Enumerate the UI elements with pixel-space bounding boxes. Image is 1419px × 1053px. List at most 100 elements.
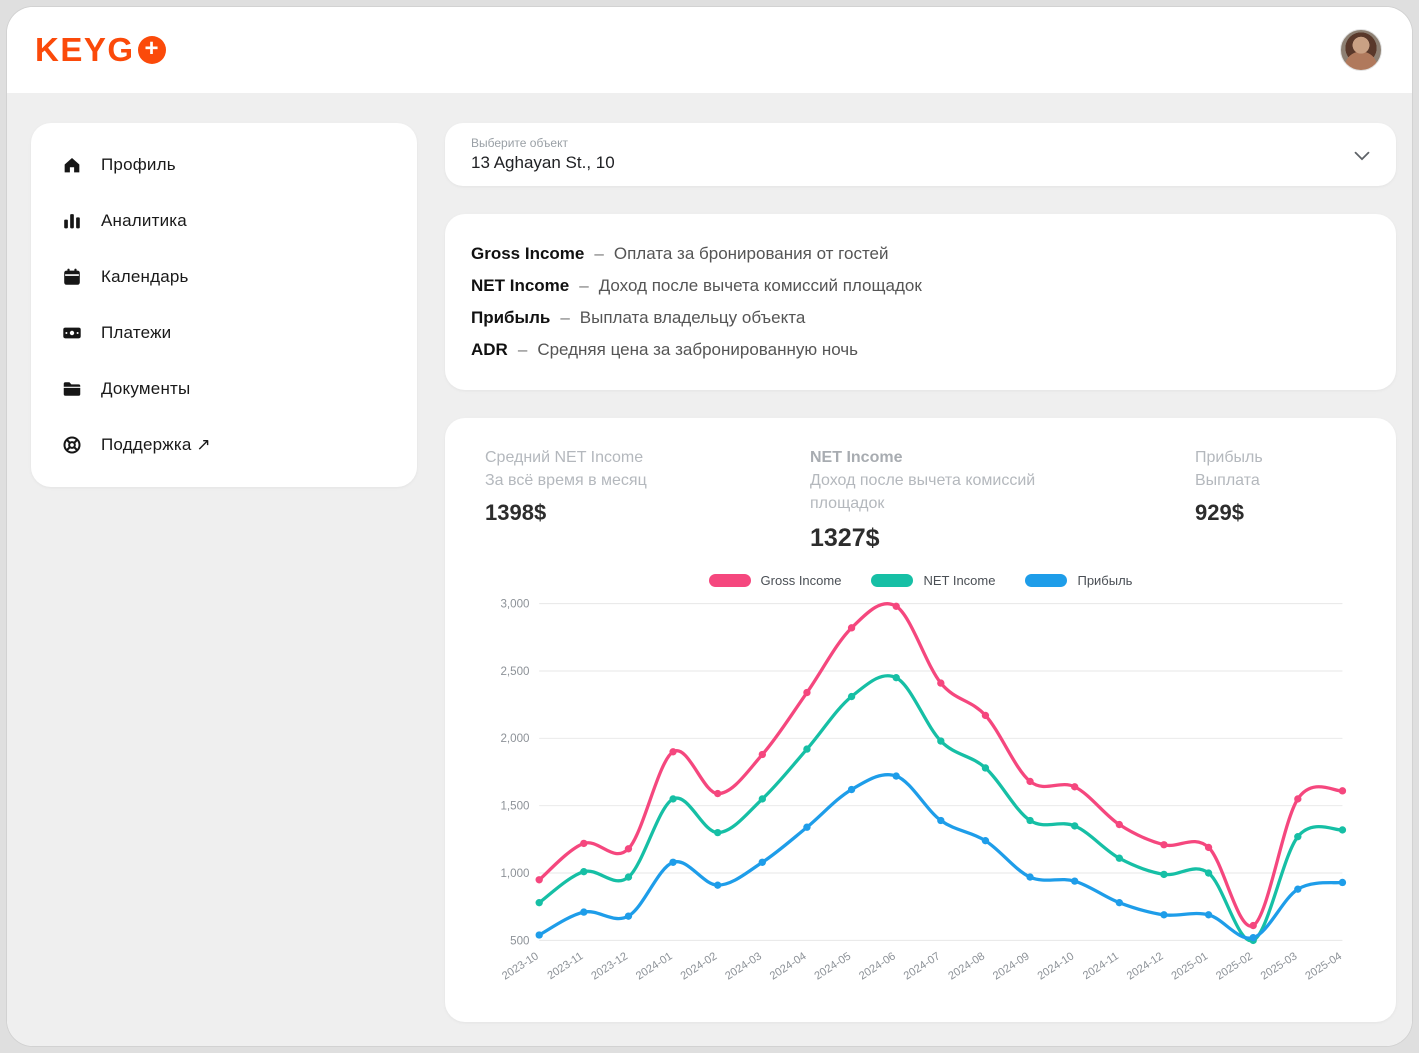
sidebar-item-calendar[interactable]: Календарь bbox=[59, 249, 389, 305]
svg-text:2024-08: 2024-08 bbox=[946, 950, 987, 982]
brand-logo-text: KEYG bbox=[35, 31, 135, 68]
legend-swatch-net-income bbox=[871, 573, 914, 587]
svg-text:2024-12: 2024-12 bbox=[1125, 950, 1166, 982]
sidebar-item-label: Платежи bbox=[101, 323, 172, 342]
object-selector-value: 13 Aghayan St., 10 bbox=[471, 153, 615, 172]
stat-average-net-income: Средний NET Income За всё время в месяц … bbox=[485, 446, 800, 553]
chevron-down-icon[interactable] bbox=[1354, 148, 1370, 166]
glossary-definition: Выплата владельцу объекта bbox=[579, 308, 806, 327]
content-area: Профиль Аналитика Календарь bbox=[7, 93, 1412, 1046]
object-selector-label: Выберите объект bbox=[471, 136, 568, 150]
sidebar-item-label: Документы bbox=[101, 379, 191, 398]
brand-logo: KEYG + bbox=[35, 31, 166, 69]
glossary-separator: – bbox=[579, 276, 589, 295]
stat-subtitle: За всё время в месяц bbox=[485, 472, 647, 490]
legend-item-gross-income[interactable]: Gross Income bbox=[708, 572, 842, 588]
svg-text:2025-03: 2025-03 bbox=[1259, 950, 1300, 982]
svg-text:2025-01: 2025-01 bbox=[1169, 950, 1210, 982]
svg-text:2023-10: 2023-10 bbox=[500, 950, 541, 982]
legend-label: NET Income bbox=[923, 572, 996, 588]
legend-item-profit[interactable]: Прибыль bbox=[1025, 573, 1132, 588]
svg-text:2024-01: 2024-01 bbox=[634, 950, 675, 982]
income-line-chart: 500 1,000 1,500 2,000 2,500 3,000 2023-10 2023-… bbox=[485, 592, 1356, 1008]
app-header: KEYG + bbox=[7, 7, 1412, 93]
sidebar-item-support[interactable]: Поддержка ↗ bbox=[59, 417, 389, 473]
svg-text:1,500: 1,500 bbox=[500, 799, 529, 812]
stat-subtitle: Доход после вычета комиссий площадок bbox=[810, 472, 1036, 513]
stat-subtitle: Выплата bbox=[1195, 472, 1260, 490]
stat-title: Средний NET Income bbox=[485, 449, 644, 466]
svg-text:2023-12: 2023-12 bbox=[589, 950, 630, 982]
home-icon bbox=[61, 154, 83, 176]
legend-item-net-income[interactable]: NET Income bbox=[871, 573, 995, 588]
svg-text:3,000: 3,000 bbox=[500, 597, 529, 610]
glossary-card: Gross Income – Оплата за бронирования от… bbox=[445, 214, 1396, 390]
glossary-term: NET Income bbox=[471, 276, 570, 295]
glossary-row-gross-income: Gross Income – Оплата за бронирования от… bbox=[471, 238, 1370, 270]
svg-text:2024-02: 2024-02 bbox=[679, 950, 720, 982]
legend-swatch-gross-income bbox=[708, 573, 751, 587]
banknote-icon bbox=[61, 322, 83, 344]
stat-title: NET Income bbox=[810, 449, 903, 466]
glossary-separator: – bbox=[594, 244, 604, 263]
user-avatar[interactable] bbox=[1340, 29, 1382, 71]
sidebar-item-analytics[interactable]: Аналитика bbox=[59, 193, 389, 249]
svg-text:2024-06: 2024-06 bbox=[857, 950, 898, 982]
folder-icon bbox=[61, 378, 83, 400]
svg-text:2025-04: 2025-04 bbox=[1303, 950, 1344, 982]
svg-text:2025-02: 2025-02 bbox=[1214, 950, 1255, 982]
svg-text:2,500: 2,500 bbox=[500, 664, 529, 677]
stat-title: Прибыль bbox=[1195, 449, 1263, 466]
stat-profit: Прибыль Выплата 929$ bbox=[1195, 446, 1356, 553]
chart-legend: Gross Income NET Income Прибыль bbox=[485, 573, 1356, 588]
sidebar-item-label: Календарь bbox=[101, 267, 189, 286]
glossary-definition: Оплата за бронирования от гостей bbox=[613, 244, 889, 263]
glossary-definition: Доход после вычета комиссий площадок bbox=[598, 276, 922, 295]
sidebar-item-documents[interactable]: Документы bbox=[59, 361, 389, 417]
main-column: Выберите объект 13 Aghayan St., 10 Gross… bbox=[445, 123, 1396, 1046]
lifebuoy-icon bbox=[61, 434, 83, 456]
legend-label: Прибыль bbox=[1077, 572, 1133, 588]
svg-text:2024-09: 2024-09 bbox=[991, 950, 1032, 982]
bar-chart-icon bbox=[61, 210, 83, 232]
glossary-term: ADR bbox=[471, 340, 508, 359]
svg-text:2024-03: 2024-03 bbox=[723, 950, 764, 982]
sidebar-item-label: Профиль bbox=[101, 155, 176, 174]
svg-text:2024-11: 2024-11 bbox=[1081, 950, 1121, 982]
sidebar: Профиль Аналитика Календарь bbox=[31, 123, 417, 487]
glossary-row-profit: Прибыль – Выплата владельцу объекта bbox=[471, 302, 1370, 334]
glossary-term: Прибыль bbox=[471, 308, 551, 327]
sidebar-item-label: Аналитика bbox=[101, 211, 187, 230]
svg-text:2,000: 2,000 bbox=[500, 732, 529, 745]
analytics-chart-card: Средний NET Income За всё время в месяц … bbox=[445, 418, 1396, 1022]
glossary-separator: – bbox=[517, 340, 528, 359]
stat-value: 1327$ bbox=[810, 523, 880, 552]
stat-value: 929$ bbox=[1195, 500, 1244, 526]
glossary-definition: Средняя цена за забронированную ночь bbox=[537, 340, 859, 359]
glossary-row-net-income: NET Income – Доход после вычета комиссий… bbox=[471, 270, 1370, 302]
calendar-icon bbox=[61, 266, 83, 288]
stats-row: Средний NET Income За всё время в месяц … bbox=[485, 446, 1356, 553]
svg-text:500: 500 bbox=[510, 934, 529, 947]
svg-text:1,000: 1,000 bbox=[500, 866, 529, 879]
glossary-row-adr: ADR – Средняя цена за забронированную но… bbox=[471, 334, 1370, 366]
svg-text:2024-04: 2024-04 bbox=[768, 950, 809, 982]
sidebar-item-payments[interactable]: Платежи bbox=[59, 305, 389, 361]
sidebar-item-label: Поддержка ↗ bbox=[101, 435, 211, 454]
legend-swatch-profit bbox=[1025, 573, 1068, 587]
stat-value: 1398$ bbox=[485, 500, 547, 526]
svg-text:2023-11: 2023-11 bbox=[545, 950, 585, 982]
svg-text:2024-05: 2024-05 bbox=[812, 950, 853, 982]
svg-text:2024-10: 2024-10 bbox=[1036, 950, 1077, 982]
app-window: KEYG + Профиль Аналитика bbox=[7, 7, 1412, 1046]
sidebar-item-profile[interactable]: Профиль bbox=[59, 137, 389, 193]
glossary-separator: – bbox=[560, 308, 570, 327]
glossary-term: Gross Income bbox=[471, 244, 585, 263]
plus-icon: + bbox=[137, 36, 166, 64]
legend-label: Gross Income bbox=[760, 572, 842, 588]
stat-net-income: NET Income Доход после вычета комиссий п… bbox=[810, 446, 1185, 553]
object-selector[interactable]: Выберите объект 13 Aghayan St., 10 bbox=[445, 123, 1396, 186]
svg-text:2024-07: 2024-07 bbox=[902, 950, 943, 982]
